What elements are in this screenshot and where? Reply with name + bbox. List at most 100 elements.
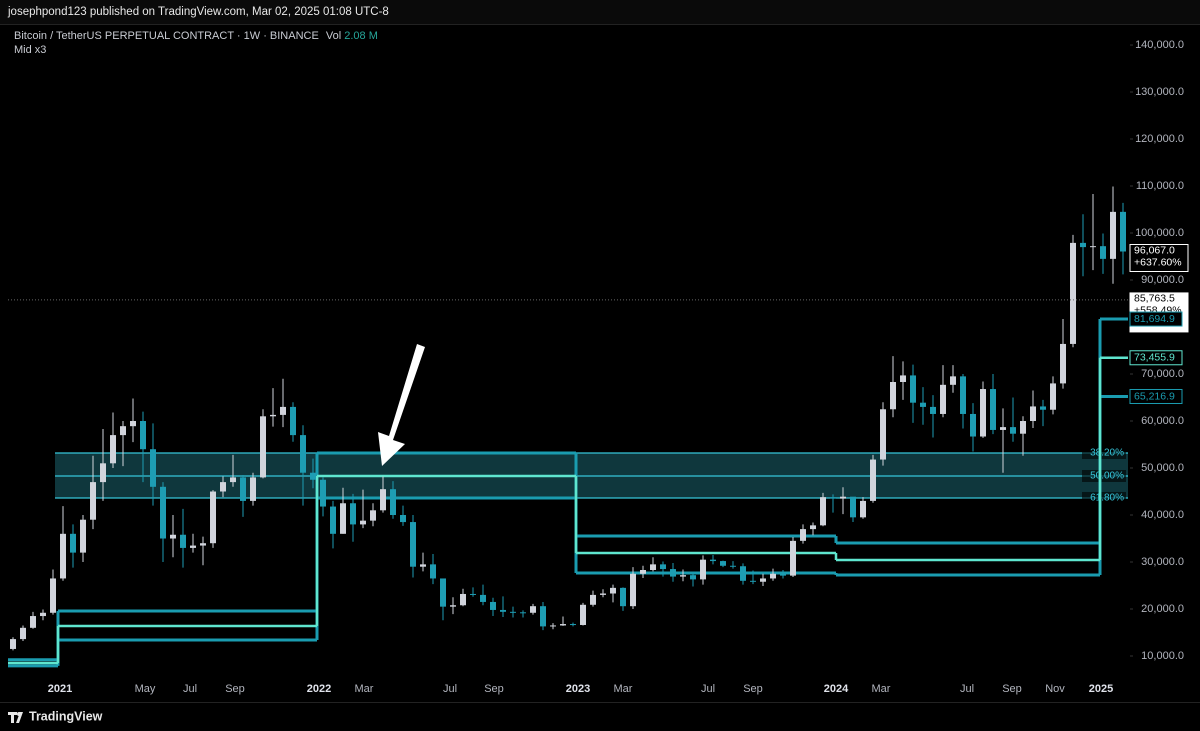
footer-logo — [8, 712, 23, 723]
y-tick-label: 90,000.0 — [1141, 274, 1184, 286]
candle-body — [930, 406, 936, 414]
fib-label-bg — [1082, 447, 1126, 460]
candle-body — [170, 534, 176, 539]
candle-body — [810, 525, 816, 530]
candle-body — [540, 606, 546, 627]
candle-body — [990, 389, 996, 430]
candle-body — [400, 515, 406, 523]
candle-body — [830, 497, 836, 499]
candle-body — [550, 625, 556, 627]
candle-body — [350, 503, 356, 525]
price-tag — [1129, 243, 1189, 272]
fib-label-bg — [1082, 491, 1126, 504]
candle-body — [470, 593, 476, 595]
x-tick-label: Sep — [484, 683, 504, 695]
candle-body — [570, 624, 576, 626]
candle-body — [640, 569, 646, 574]
y-tick-label: 110,000.0 — [1136, 180, 1184, 192]
candle-body — [910, 375, 916, 403]
x-tick-label: Mar — [614, 683, 633, 695]
candle-body — [1090, 246, 1096, 248]
candle-body — [890, 382, 896, 410]
step-end-tag — [1129, 311, 1183, 327]
x-tick-label: Mar — [355, 683, 374, 695]
candle-body — [100, 463, 106, 483]
indicator-label: Mid x3 — [14, 44, 46, 56]
fib-label: 61.80% — [1090, 493, 1124, 504]
candle-body — [530, 606, 536, 613]
candle-body — [110, 435, 116, 464]
candle-body — [220, 482, 226, 492]
candle-body — [130, 421, 136, 427]
candle-body — [900, 375, 906, 383]
candle-body — [1100, 246, 1106, 259]
candle-body — [620, 587, 626, 607]
candle-body — [140, 421, 146, 450]
candle-body — [480, 594, 486, 602]
fib-label: 38.20% — [1090, 448, 1124, 459]
step-end-tag — [1129, 388, 1183, 404]
candle-body — [730, 565, 736, 567]
candle-body — [60, 533, 66, 579]
plot: 10,000.0 20,000.0 30,000.0 40,000.0 50,000.0… — [8, 39, 1189, 695]
candle-body — [1020, 421, 1026, 434]
candle-body — [340, 503, 346, 534]
y-tick-label: 120,000.0 — [1135, 133, 1184, 145]
candle-body — [610, 587, 616, 594]
volume-value: 2.08 M — [344, 30, 378, 42]
y-tick-label: 70,000.0 — [1141, 368, 1184, 380]
candle-body — [750, 580, 756, 582]
price-tag-text: 85,763.5 — [1134, 293, 1175, 305]
footer-brand: TradingView — [29, 709, 103, 723]
candle-body — [800, 529, 806, 541]
price-tag-text: 96,067.0 — [1134, 244, 1175, 256]
candle-body — [40, 612, 46, 617]
x-tick-label: Jul — [960, 683, 974, 695]
candle-body — [560, 624, 566, 626]
candle-body — [180, 534, 186, 548]
step-end-tag — [1129, 350, 1183, 366]
candle-body — [290, 406, 296, 436]
candle-body — [370, 510, 376, 521]
candle-body — [980, 389, 986, 437]
candle-body — [760, 578, 766, 582]
candle-body — [720, 561, 726, 566]
fib-label: 50.00% — [1090, 471, 1124, 482]
candle-body — [710, 559, 716, 562]
y-tick-label: 20,000.0 — [1141, 603, 1184, 615]
candle-body — [380, 489, 386, 511]
candle-body — [500, 609, 506, 612]
candle-body — [1060, 343, 1066, 384]
candle-body — [600, 593, 606, 595]
candle-body — [50, 578, 56, 613]
fib-label-bg — [1082, 470, 1126, 482]
y-tick-label: 100,000.0 — [1135, 227, 1184, 239]
candle-body — [880, 409, 886, 460]
candle-body — [450, 605, 456, 607]
x-tick-label: 2025 — [1089, 683, 1113, 695]
x-tick-label: Jul — [701, 683, 715, 695]
candle-body — [1030, 406, 1036, 422]
header-bar — [0, 0, 1200, 24]
candle-body — [740, 566, 746, 581]
candle-body — [250, 477, 256, 501]
candle-body — [970, 413, 976, 437]
candle-body — [940, 384, 946, 414]
symbol-title: Bitcoin / TetherUS PERPETUAL CONTRACT · … — [14, 30, 319, 42]
candle-body — [660, 564, 666, 570]
x-tick-label: May — [135, 683, 156, 695]
x-tick-label: Jul — [183, 683, 197, 695]
candle-body — [360, 520, 366, 525]
candle-body — [30, 616, 36, 628]
x-tick-label: Sep — [1002, 683, 1022, 695]
y-tick-label: 40,000.0 — [1141, 509, 1184, 521]
volume-label: Vol — [326, 30, 341, 42]
candle-body — [510, 611, 516, 613]
candle-body — [240, 477, 246, 501]
y-tick-label: 30,000.0 — [1141, 556, 1184, 568]
candle-body — [310, 472, 316, 480]
candle-body — [1000, 427, 1006, 430]
candle-body — [680, 575, 686, 577]
